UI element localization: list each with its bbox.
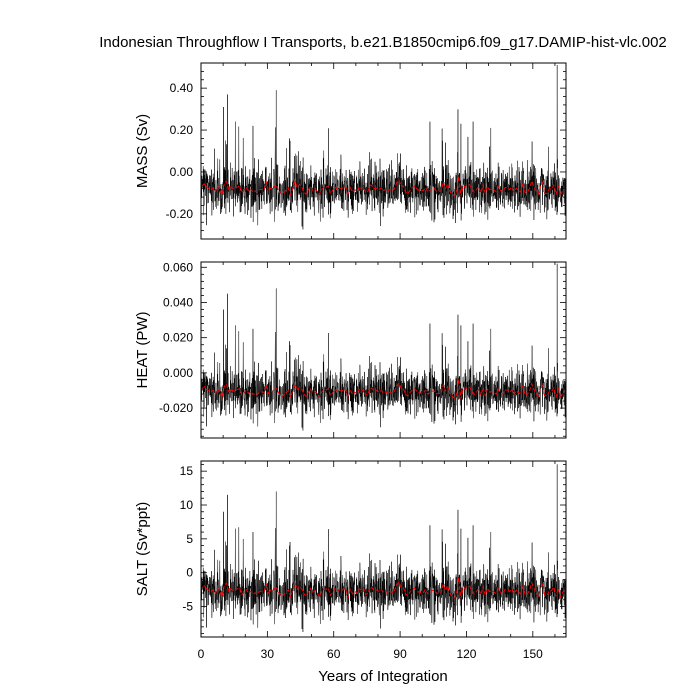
mass-y-axis-label: MASS (Sv) [134, 114, 151, 188]
panel-heat: -0.020 0.000 0.020 0.040 0.060 HEAT (PW) [134, 260, 567, 439]
x-tick-label: 90 [393, 647, 407, 661]
x-tick-label: 150 [523, 647, 543, 661]
mass-plot-frame [200, 62, 567, 240]
chart-panels: -0.20 0.00 0.20 0.40 MASS (Sv) -0.020 0.000 0.0… [134, 62, 567, 661]
salt-ytick-label: 15 [180, 464, 194, 478]
chart-title: Indonesian Throughflow I Transports, b.e… [99, 34, 667, 51]
mass-monthly-series [200, 65, 567, 230]
mass-ytick-label: 0.00 [170, 165, 194, 179]
heat-ytick-label: 0.020 [163, 331, 193, 345]
heat-ytick-label: -0.020 [159, 401, 193, 415]
salt-monthly-series [200, 464, 567, 632]
heat-ytick-label: 0.060 [163, 260, 193, 274]
mass-ytick-label: -0.20 [166, 207, 194, 221]
mass-ytick-label: 0.20 [170, 123, 194, 137]
heat-monthly-series [200, 263, 567, 431]
heat-annual-mean-series [201, 379, 566, 400]
heat-ytick-label: 0.040 [163, 295, 193, 309]
mass-ytick-label: 0.40 [170, 81, 194, 95]
x-tick-label: 120 [456, 647, 476, 661]
heat-ytick-label: 0.000 [163, 366, 193, 380]
panel-salt: -5 0 5 10 15 SALT (Sv*ppt) 0 30 60 90 120 150 [134, 460, 567, 661]
heat-plot-frame [200, 261, 567, 439]
x-axis-label: Years of Integration [318, 668, 448, 685]
salt-annual-mean-series [201, 577, 566, 600]
salt-ytick-label: -5 [182, 600, 193, 614]
salt-ytick-label: 0 [186, 566, 193, 580]
panel-mass: -0.20 0.00 0.20 0.40 MASS (Sv) [134, 62, 567, 240]
mass-annual-mean-series [201, 176, 566, 198]
x-tick-label: 60 [327, 647, 341, 661]
x-tick-label: 30 [261, 647, 275, 661]
salt-ytick-label: 5 [186, 532, 193, 546]
salt-ytick-label: 10 [180, 498, 194, 512]
salt-plot-frame [200, 460, 567, 638]
salt-y-axis-label: SALT (Sv*ppt) [134, 502, 151, 596]
heat-y-axis-label: HEAT (PW) [134, 312, 151, 389]
x-tick-label: 0 [198, 647, 205, 661]
